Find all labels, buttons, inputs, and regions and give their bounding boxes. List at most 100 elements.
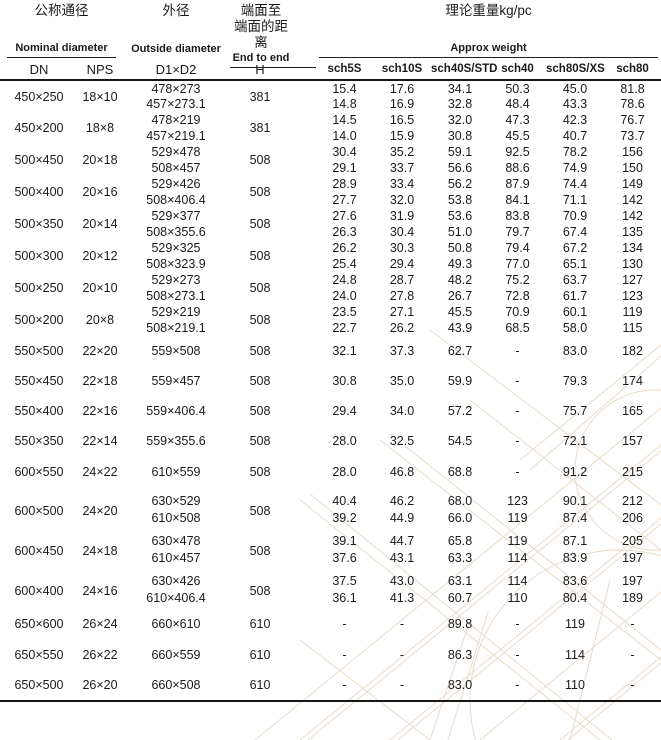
- header-nominal-diameter-zh: 公称通径: [34, 3, 89, 18]
- d1xd2-cell: 508×406.4: [146, 193, 206, 207]
- table-row: 457×219.1 14.0 15.9 30.8 45.5 40.7 73.7: [0, 128, 661, 144]
- dn-cell: 500×300: [14, 249, 64, 263]
- table-row: 600×400 24×16 630×426 508 37.5 43.0 63.1 114 83.…: [0, 568, 661, 598]
- size-group-600-550: 600×550 24×22 610×559 508 28.0 46.8 68.8 - 91.2 2…: [0, 456, 661, 488]
- weight-cell-sch10s: 43.0: [389, 574, 415, 588]
- weight-cell-sch5s: 37.5: [332, 574, 357, 588]
- weight-cell-sch80s-xs: 67.4: [562, 225, 588, 239]
- weight-cell-sch40: 75.2: [505, 273, 530, 287]
- weight-cell-sch40s-std: 59.1: [447, 145, 473, 159]
- weight-cell-sch80: 197: [622, 574, 643, 588]
- h-cell: 610: [249, 647, 271, 662]
- weight-cell-sch40s-std: 63.1: [447, 574, 473, 588]
- weight-cell-sch80s-xs: 75.7: [562, 404, 588, 418]
- weight-cell-sch10s: 31.9: [389, 209, 415, 223]
- nps-cell: 22×14: [82, 434, 118, 448]
- weight-cell-sch5s: -: [342, 678, 347, 692]
- table-row: 508×323.9 25.4 29.4 49.3 77.0 65.1 130: [0, 256, 661, 272]
- h-cell: 508: [249, 434, 271, 448]
- weight-cell-sch40: 88.6: [505, 161, 530, 175]
- table-row: 550×350 22×14 559×355.6 508 28.0 32.5 54.5 - 72.…: [0, 426, 661, 456]
- table-row: 450×250 18×10 478×273 381 15.4 17.6 34.1 50.3 45…: [0, 80, 661, 104]
- h-cell: 508: [249, 374, 271, 388]
- nps-cell: 20×18: [82, 153, 118, 167]
- weight-cell-sch10s: 17.6: [389, 81, 415, 96]
- weight-cell-sch80: 156: [622, 145, 643, 159]
- d1xd2-cell: 508×219.1: [146, 321, 206, 335]
- weight-cell-sch40s-std: 26.7: [447, 289, 473, 303]
- dn-cell: 650×550: [14, 647, 64, 662]
- nps-cell: 22×16: [82, 404, 118, 418]
- weight-cell-sch5s: 26.3: [332, 225, 357, 239]
- weight-cell-sch40s-std: 89.8: [447, 616, 473, 631]
- d1xd2-cell: 630×478: [151, 534, 201, 548]
- weight-cell-sch5s: 40.4: [332, 494, 357, 508]
- weight-cell-sch80: 134: [622, 241, 643, 255]
- weight-cell-sch40: 79.4: [505, 241, 530, 255]
- h-cell: 508: [249, 313, 271, 327]
- nps-cell: 22×18: [82, 374, 118, 388]
- weight-cell-sch10s: 32.0: [389, 193, 415, 207]
- weight-cell-sch10s: 27.8: [389, 289, 415, 303]
- d1xd2-cell: 529×478: [151, 145, 201, 159]
- column-header-sch80: sch80: [604, 60, 661, 81]
- table-row: 650×550 26×22 660×559 610 - - 86.3 - 114 -: [0, 639, 661, 670]
- weight-cell-sch10s: -: [399, 647, 405, 662]
- weight-cell-sch80s-xs: 65.1: [562, 257, 588, 271]
- weight-cell-sch80: 78.6: [620, 97, 645, 111]
- weight-cell-sch10s: 16.5: [389, 113, 415, 127]
- weight-cell-sch10s: 46.2: [389, 494, 415, 508]
- dn-cell: 650×500: [14, 678, 64, 692]
- dn-cell: 500×450: [14, 153, 64, 167]
- weight-cell-sch80: 81.8: [620, 81, 645, 96]
- nps-cell: 20×8: [85, 313, 115, 327]
- weight-cell-sch5s: 29.1: [332, 161, 357, 175]
- column-header-sch5s: sch5S: [316, 60, 373, 81]
- size-group-600-500: 600×500 24×20 630×529 508 40.4 46.2 68.0 123 90.…: [0, 488, 661, 528]
- weight-cell-sch80s-xs: 83.9: [562, 551, 588, 565]
- nps-cell: 18×8: [85, 121, 115, 135]
- weight-cell-sch10s: -: [399, 678, 405, 692]
- weight-cell-sch5s: 27.7: [332, 193, 357, 207]
- weight-cell-sch80: 123: [622, 289, 643, 303]
- weight-cell-sch10s: 27.1: [389, 305, 415, 319]
- weight-cell-sch10s: 30.4: [389, 225, 415, 239]
- header-approx-weight: 理论重量kg/pc Approx weight: [316, 0, 661, 60]
- weight-cell-sch10s: 46.8: [389, 465, 415, 479]
- weight-cell-sch80s-xs: 74.9: [562, 161, 588, 175]
- weight-cell-sch80s-xs: 70.9: [562, 209, 588, 223]
- weight-cell-sch40: -: [515, 465, 520, 479]
- column-header-sch40s-std: sch40S/STD: [431, 60, 497, 81]
- group-header-row: 公称通径 Nominal diameter 外径 Outside diamete…: [0, 0, 661, 68]
- size-group-550-450: 550×450 22×18 559×457 508 30.8 35.0 59.9 - 79.3 1…: [0, 366, 661, 396]
- weight-cell-sch40: -: [515, 374, 520, 388]
- d1xd2-cell: 630×529: [151, 494, 201, 508]
- header-end-to-end-zh-line1: 端面至: [240, 3, 282, 18]
- weight-cell-sch5s: 15.4: [332, 81, 357, 96]
- header-end-to-end-zh-line2: 端面的距离: [234, 19, 288, 50]
- dn-cell: 500×250: [14, 281, 64, 295]
- weight-cell-sch5s: 30.4: [332, 145, 357, 159]
- weight-cell-sch5s: 28.9: [332, 177, 357, 191]
- h-cell: 508: [249, 465, 271, 479]
- weight-cell-sch80: 115: [622, 321, 643, 335]
- d1xd2-cell: 610×559: [151, 465, 201, 479]
- weight-cell-sch80s-xs: 42.3: [562, 113, 588, 127]
- weight-cell-sch40: 70.9: [505, 305, 530, 319]
- weight-cell-sch10s: 43.1: [389, 551, 415, 565]
- weight-cell-sch5s: 23.5: [332, 305, 357, 319]
- weight-cell-sch40: -: [515, 344, 520, 358]
- weight-cell-sch80s-xs: 71.1: [562, 193, 588, 207]
- h-cell: 508: [249, 281, 271, 295]
- size-group-600-450: 600×450 24×18 630×478 508 39.1 44.7 65.8 119 87.…: [0, 528, 661, 568]
- weight-cell-sch40: 87.9: [505, 177, 530, 191]
- d1xd2-cell: 478×219: [151, 113, 201, 127]
- table-row: 600×450 24×18 630×478 508 39.1 44.7 65.8 119 87.…: [0, 528, 661, 558]
- weight-cell-sch40s-std: 53.8: [447, 193, 473, 207]
- weight-cell-sch40s-std: 83.0: [447, 678, 473, 692]
- weight-cell-sch40: 79.7: [505, 225, 530, 239]
- nps-cell: 24×20: [82, 504, 118, 518]
- d1xd2-cell: 660×610: [151, 616, 201, 631]
- weight-cell-sch40: 48.4: [505, 97, 530, 111]
